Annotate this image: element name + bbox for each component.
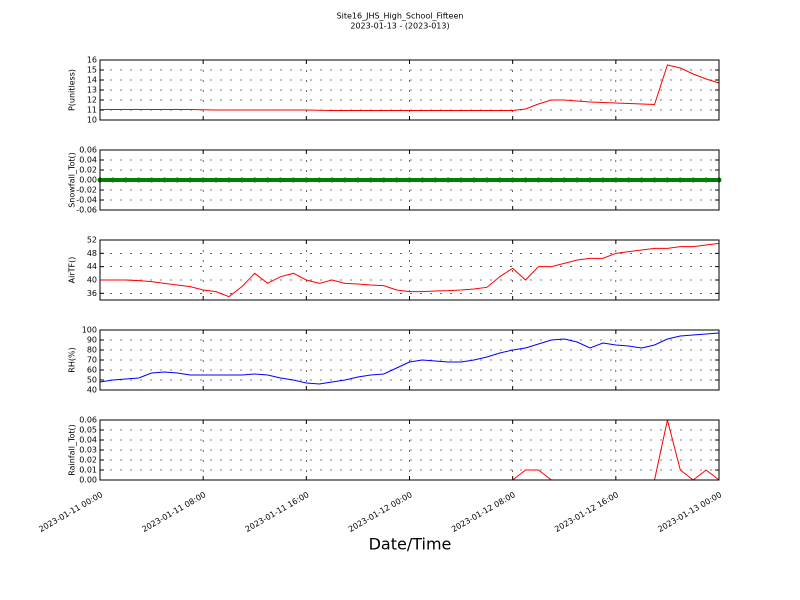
y-tick-label: 15 bbox=[87, 66, 97, 75]
y-axis-label: Rainfall_Tot() bbox=[68, 424, 77, 476]
y-tick-label: 36 bbox=[87, 289, 97, 298]
y-tick-label: 0.00 bbox=[79, 476, 97, 485]
y-axis-label: P(unitless) bbox=[68, 69, 77, 111]
y-tick-label: 11 bbox=[87, 106, 97, 115]
plot-frame bbox=[99, 239, 720, 301]
y-axis-label: RH(%) bbox=[68, 347, 77, 372]
y-tick-label: 44 bbox=[87, 262, 97, 271]
y-tick-label: 48 bbox=[87, 249, 97, 258]
y-tick-label: 0.03 bbox=[79, 446, 97, 455]
y-axis-label: AirTF() bbox=[68, 257, 77, 284]
y-tick-label: 10 bbox=[87, 116, 97, 125]
y-tick-label: -0.06 bbox=[76, 206, 97, 215]
chart-title: Site16_JHS_High_School_Fifteen bbox=[337, 12, 464, 21]
y-tick-label: 0.06 bbox=[79, 416, 97, 425]
plot-frame bbox=[99, 59, 720, 121]
data-line bbox=[100, 242, 720, 298]
y-tick-label: -0.04 bbox=[76, 196, 97, 205]
y-tick-label: 0.01 bbox=[79, 466, 97, 475]
y-tick-label: 13 bbox=[87, 86, 97, 95]
y-tick-label: 12 bbox=[87, 96, 97, 105]
y-tick-label: 90 bbox=[87, 336, 97, 345]
data-line bbox=[100, 64, 720, 111]
y-tick-label: 80 bbox=[87, 346, 97, 355]
y-tick-label: 60 bbox=[87, 366, 97, 375]
y-tick-label: 70 bbox=[87, 356, 97, 365]
plot-frame bbox=[99, 149, 720, 211]
y-tick-label: 0.02 bbox=[79, 166, 97, 175]
y-tick-label: 0.06 bbox=[79, 146, 97, 155]
y-tick-label: 40 bbox=[87, 276, 97, 285]
y-tick-label: 0.04 bbox=[79, 156, 97, 165]
y-tick-label: 0.04 bbox=[79, 436, 97, 445]
y-axis-label: Snowfall_Tot() bbox=[68, 152, 77, 208]
y-tick-label: 16 bbox=[87, 56, 97, 65]
plot-frame bbox=[99, 419, 720, 481]
y-tick-label: 0.00 bbox=[79, 176, 97, 185]
y-tick-label: -0.02 bbox=[76, 186, 97, 195]
y-tick-label: 14 bbox=[87, 76, 97, 85]
y-tick-label: 100 bbox=[82, 326, 97, 335]
y-tick-label: 52 bbox=[87, 236, 97, 245]
y-tick-label: 0.02 bbox=[79, 456, 97, 465]
y-tick-label: 0.05 bbox=[79, 426, 97, 435]
y-tick-label: 40 bbox=[87, 386, 97, 395]
y-tick-label: 50 bbox=[87, 376, 97, 385]
x-axis-label: Date/Time bbox=[369, 535, 452, 554]
chart-subtitle: 2023-01-13 - (2023-013) bbox=[350, 22, 449, 31]
plot-frame bbox=[99, 329, 720, 391]
data-line bbox=[99, 332, 720, 385]
